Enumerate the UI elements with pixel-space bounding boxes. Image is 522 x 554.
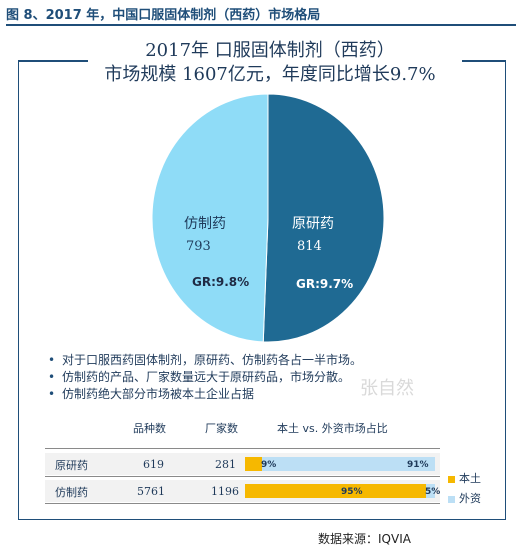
header-market-share: 本土 vs. 外资市场占比 xyxy=(277,422,388,435)
row-generic-varieties: 5761 xyxy=(137,485,165,498)
table-rule xyxy=(45,476,440,477)
legend-label-domestic: 本土 xyxy=(459,472,481,485)
table-rule xyxy=(45,448,440,449)
frame-top-left-segment xyxy=(18,60,88,62)
legend-label-foreign: 外资 xyxy=(459,492,481,505)
pie-chart: 仿制药 793 GR:9.8% 原研药 814 GR:9.7% xyxy=(152,93,384,342)
legend-swatch-domestic xyxy=(448,475,455,483)
legend-swatch-foreign xyxy=(448,495,455,503)
pie-title: 2017年 口服固体制剂（西药） xyxy=(145,40,395,61)
bar-generic-domestic xyxy=(245,484,426,498)
bar-originator-domestic xyxy=(245,457,263,471)
bar-originator-foreign xyxy=(262,457,435,471)
pie-label-originator-value: 814 xyxy=(297,239,322,254)
label-originator-foreign: 91% xyxy=(407,460,429,470)
pie-subtitle: 市场规模 1607亿元，年度同比增长9.7% xyxy=(104,64,436,85)
bar-generic-foreign xyxy=(425,484,435,498)
pie-slice-generic xyxy=(152,93,269,342)
label-originator-domestic: 9% xyxy=(261,460,277,470)
bullet-item: 对于口服西药固体制剂，原研药、仿制药各占一半市场。 xyxy=(48,352,362,369)
bullet-item: 仿制药的产品、厂家数量远大于原研药品，市场分散。 xyxy=(48,369,362,386)
header-varieties: 品种数 xyxy=(133,422,166,435)
row-originator-name: 原研药 xyxy=(55,459,88,472)
header-manufacturers: 厂家数 xyxy=(205,422,238,435)
watermark: 张自然 xyxy=(360,378,414,399)
chart-frame xyxy=(18,60,506,520)
legend-item-foreign: 外资 xyxy=(448,490,481,506)
title-underline xyxy=(6,24,516,26)
label-generic-domestic: 95% xyxy=(341,487,363,497)
figure-title: 图 8、2017 年，中国口服固体制剂（西药）市场格局 xyxy=(6,8,321,23)
pie-label-originator-name: 原研药 xyxy=(292,216,334,232)
pie-growth-generic: GR:9.8% xyxy=(192,275,249,289)
row-generic-name: 仿制药 xyxy=(55,486,88,499)
bullet-list: 对于口服西药固体制剂，原研药、仿制药各占一半市场。 仿制药的产品、厂家数量远大于… xyxy=(48,352,362,403)
pie-growth-originator: GR:9.7% xyxy=(296,277,353,291)
row-generic-manufacturers: 1196 xyxy=(211,485,239,498)
label-generic-foreign: 5% xyxy=(425,487,441,497)
data-source: 数据来源：IQVIA xyxy=(318,532,411,546)
frame-top-right-segment xyxy=(462,60,506,62)
bullet-item: 仿制药绝大部分市场被本土企业占据 xyxy=(48,386,362,403)
table-rule xyxy=(45,503,440,504)
pie-label-generic-name: 仿制药 xyxy=(184,216,226,232)
pie-label-generic-value: 793 xyxy=(186,239,211,254)
legend-item-domestic: 本土 xyxy=(448,470,481,486)
pie-slice-originator xyxy=(262,93,384,342)
row-originator-varieties: 619 xyxy=(143,458,164,471)
row-originator-manufacturers: 281 xyxy=(215,458,236,471)
